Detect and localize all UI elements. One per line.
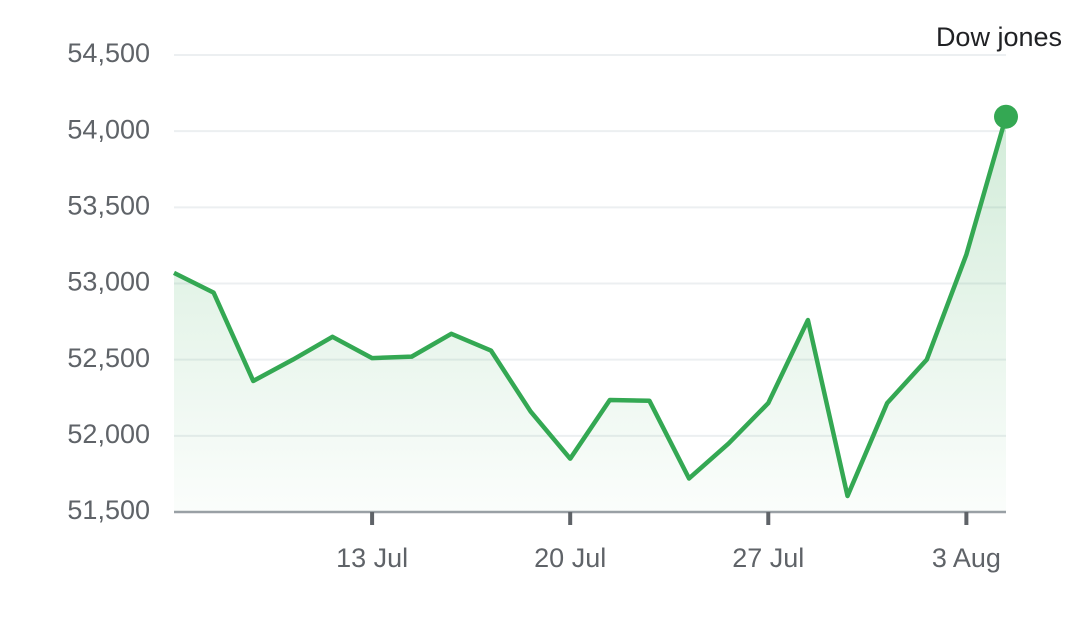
x-tick-label: 20 Jul xyxy=(534,543,606,573)
y-tick-label: 54,500 xyxy=(67,38,150,68)
y-tick-label: 52,500 xyxy=(67,343,150,373)
legend-label: Dow jones xyxy=(936,22,1062,52)
y-tick-label: 51,500 xyxy=(67,495,150,525)
area-fill xyxy=(174,116,1006,512)
y-tick-label: 54,000 xyxy=(67,114,150,144)
y-tick-label: 52,000 xyxy=(67,419,150,449)
x-tick-label: 13 Jul xyxy=(336,543,408,573)
x-tick-label: 3 Aug xyxy=(932,543,1001,573)
y-tick-label: 53,500 xyxy=(67,190,150,220)
end-point xyxy=(994,104,1018,129)
line xyxy=(172,116,1009,499)
y-tick-label: 53,000 xyxy=(67,267,150,297)
x-tick-label: 27 Jul xyxy=(732,543,804,573)
